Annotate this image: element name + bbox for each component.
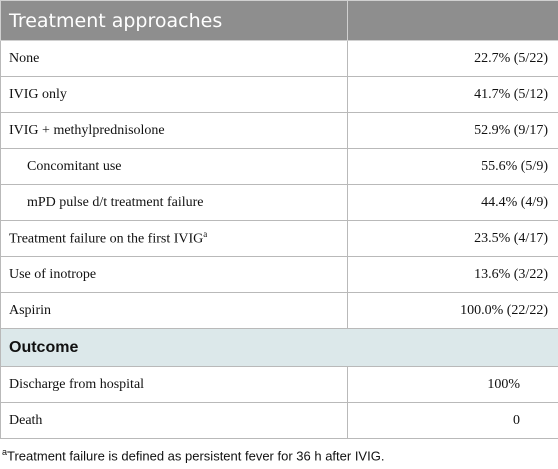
row-label: Treatment failure on the first IVIG (9, 231, 204, 247)
row-label: Use of inotrope (0, 256, 348, 293)
table: Treatment approaches None 22.7% (5/22) IV… (0, 0, 558, 439)
row: Death 0 (0, 402, 558, 439)
row-value: 41.7% (5/12) (347, 76, 558, 113)
row-label: Aspirin (0, 292, 348, 329)
row-label: IVIG only (0, 76, 348, 113)
row-label-cell: Treatment failure on the first IVIGa (0, 220, 348, 257)
row-label: Death (0, 402, 348, 439)
footnote: aTreatment failure is defined as persist… (0, 439, 558, 463)
row: mPD pulse d/t treatment failure 44.4% (4/… (0, 184, 558, 221)
row-label: mPD pulse d/t treatment failure (0, 184, 348, 221)
row-value: 44.4% (4/9) (347, 184, 558, 221)
row: Use of inotrope 13.6% (3/22) (0, 256, 558, 293)
row-label: Discharge from hospital (0, 366, 348, 403)
section-title: Outcome (0, 328, 558, 367)
row: None 22.7% (5/22) (0, 40, 558, 77)
row-value: 100.0% (22/22) (347, 292, 558, 329)
row: Treatment failure on the first IVIGa 23.5… (0, 220, 558, 257)
footnote-text: Treatment failure is defined as persiste… (7, 448, 385, 464)
row-value: 22.7% (5/22) (347, 40, 558, 77)
note-marker: a (203, 229, 208, 240)
section-row: Outcome (0, 328, 558, 367)
row-value: 52.9% (9/17) (347, 112, 558, 149)
row-value: 0 (347, 402, 558, 439)
row-label: IVIG + methylprednisolone (0, 112, 348, 149)
header-blank (347, 0, 558, 41)
row-value: 23.5% (4/17) (347, 220, 558, 257)
row-value: 13.6% (3/22) (347, 256, 558, 293)
row: IVIG only 41.7% (5/12) (0, 76, 558, 113)
header-title: Treatment approaches (0, 0, 348, 41)
row-label: Concomitant use (0, 148, 348, 185)
row-value: 55.6% (5/9) (347, 148, 558, 185)
header-row: Treatment approaches (0, 0, 558, 41)
row-label: None (0, 40, 348, 77)
footnote-marker: a (2, 447, 8, 457)
row: Discharge from hospital 100% (0, 366, 558, 403)
row: Aspirin 100.0% (22/22) (0, 292, 558, 329)
row: IVIG + methylprednisolone 52.9% (9/17) (0, 112, 558, 149)
row-value: 100% (347, 366, 558, 403)
row: Concomitant use 55.6% (5/9) (0, 148, 558, 185)
